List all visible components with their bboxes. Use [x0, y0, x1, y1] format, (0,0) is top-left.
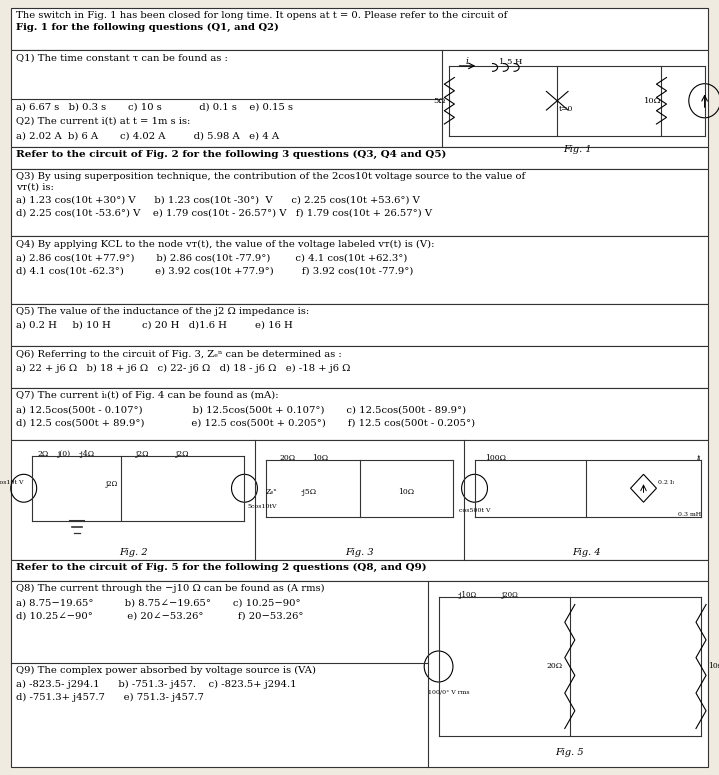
- Text: i: i: [466, 57, 469, 66]
- FancyBboxPatch shape: [11, 304, 708, 346]
- Text: 0.3 mH: 0.3 mH: [678, 512, 701, 516]
- Text: a) 2.02 A  b) 6 A       c) 4.02 A         d) 5.98 A   e) 4 A: a) 2.02 A b) 6 A c) 4.02 A d) 5.98 A e) …: [16, 132, 279, 141]
- Text: Refer to the circuit of Fig. 5 for the following 2 questions (Q8, and Q9): Refer to the circuit of Fig. 5 for the f…: [16, 563, 426, 572]
- Text: Fig. 2: Fig. 2: [119, 548, 147, 557]
- FancyBboxPatch shape: [11, 581, 708, 767]
- Text: 10Ω: 10Ω: [644, 97, 661, 105]
- Text: Q7) The current iₗ(t) of Fig. 4 can be found as (mA):: Q7) The current iₗ(t) of Fig. 4 can be f…: [16, 391, 278, 401]
- FancyBboxPatch shape: [11, 560, 708, 581]
- Text: 0.2 Iₗ: 0.2 Iₗ: [658, 480, 674, 485]
- Text: j(0): j(0): [58, 449, 71, 457]
- Text: cos500t V: cos500t V: [459, 508, 490, 512]
- Text: Fig. 5: Fig. 5: [556, 748, 584, 757]
- FancyBboxPatch shape: [11, 169, 708, 236]
- Text: a) -823.5- j294.1      b) -751.3- j457.    c) -823.5+ j294.1: a) -823.5- j294.1 b) -751.3- j457. c) -8…: [16, 680, 296, 689]
- Text: Q6) Referring to the circuit of Fig. 3, Zₑⁿ can be determined as :: Q6) Referring to the circuit of Fig. 3, …: [16, 350, 342, 359]
- Text: Fig. 1: Fig. 1: [563, 145, 591, 154]
- Text: Q4) By applying KCL to the node vᴛ(t), the value of the voltage labeled vᴛ(t) is: Q4) By applying KCL to the node vᴛ(t), t…: [16, 239, 434, 249]
- Text: a) 0.2 H     b) 10 H          c) 20 H   d)1.6 H         e) 16 H: a) 0.2 H b) 10 H c) 20 H d)1.6 H e) 16 H: [16, 321, 293, 330]
- Text: Zₑⁿ: Zₑⁿ: [266, 488, 278, 496]
- Text: Q9) The complex power absorbed by voltage source is (VA): Q9) The complex power absorbed by voltag…: [16, 666, 316, 675]
- Text: a) 2.86 cos(10t +77.9°)       b) 2.86 cos(10t -77.9°)        c) 4.1 cos(10t +62.: a) 2.86 cos(10t +77.9°) b) 2.86 cos(10t …: [16, 253, 407, 263]
- Text: Q8) The current through the −j10 Ω can be found as (A rms): Q8) The current through the −j10 Ω can b…: [16, 584, 324, 594]
- Text: 5Ω: 5Ω: [434, 97, 446, 105]
- Text: t=0: t=0: [559, 105, 573, 112]
- Text: 10Ω: 10Ω: [312, 454, 328, 462]
- Text: j2Ω: j2Ω: [136, 449, 150, 457]
- Text: 20Ω: 20Ω: [280, 454, 296, 462]
- Text: d) 12.5 cos(500t + 89.9°)               e) 12.5 cos(500t + 0.205°)       f) 12.5: d) 12.5 cos(500t + 89.9°) e) 12.5 cos(50…: [16, 418, 475, 428]
- Text: -j4Ω: -j4Ω: [78, 449, 94, 457]
- Text: vᴛ(t) is:: vᴛ(t) is:: [16, 183, 54, 192]
- Text: 10Ω: 10Ω: [708, 663, 719, 670]
- FancyBboxPatch shape: [11, 388, 708, 440]
- FancyBboxPatch shape: [11, 8, 708, 50]
- Text: d) 2.25 cos(10t -53.6°) V    e) 1.79 cos(10t - 26.57°) V   f) 1.79 cos(10t + 26.: d) 2.25 cos(10t -53.6°) V e) 1.79 cos(10…: [16, 208, 432, 218]
- Text: Fig. 3: Fig. 3: [345, 548, 374, 557]
- FancyBboxPatch shape: [11, 50, 708, 147]
- Text: Q1) The time constant τ can be found as :: Q1) The time constant τ can be found as …: [16, 53, 228, 63]
- Text: d) 10.25∠−90°           e) 20∠−53.26°           f) 20−53.26°: d) 10.25∠−90° e) 20∠−53.26° f) 20−53.26°: [16, 611, 303, 621]
- Text: Q3) By using superposition technique, the contribution of the 2cos10t voltage so: Q3) By using superposition technique, th…: [16, 172, 525, 181]
- Text: a) 12.5cos(500t - 0.107°)                b) 12.5cos(500t + 0.107°)       c) 12.5: a) 12.5cos(500t - 0.107°) b) 12.5cos(500…: [16, 405, 466, 415]
- Text: j2Ω: j2Ω: [176, 449, 190, 457]
- Text: The switch in Fig. 1 has been closed for long time. It opens at t = 0. Please re: The switch in Fig. 1 has been closed for…: [16, 11, 507, 20]
- Text: 100/0° V rms: 100/0° V rms: [428, 690, 470, 694]
- Text: j20Ω: j20Ω: [502, 591, 519, 599]
- Text: d) 4.1 cos(10t -62.3°)          e) 3.92 cos(10t +77.9°)         f) 3.92 cos(10t : d) 4.1 cos(10t -62.3°) e) 3.92 cos(10t +…: [16, 267, 413, 276]
- Text: 2cos10t V: 2cos10t V: [0, 480, 24, 485]
- Text: a) 1.23 cos(10t +30°) V      b) 1.23 cos(10t -30°)  V      c) 2.25 cos(10t +53.6: a) 1.23 cos(10t +30°) V b) 1.23 cos(10t …: [16, 195, 420, 205]
- FancyBboxPatch shape: [11, 346, 708, 388]
- Text: Q5) The value of the inductance of the j2 Ω impedance is:: Q5) The value of the inductance of the j…: [16, 307, 309, 316]
- Text: a) 6.67 s   b) 0.3 s       c) 10 s            d) 0.1 s    e) 0.15 s: a) 6.67 s b) 0.3 s c) 10 s d) 0.1 s e) 0…: [16, 102, 293, 112]
- Text: iₗ: iₗ: [697, 454, 701, 462]
- Text: 1.5 H: 1.5 H: [499, 58, 522, 66]
- Text: -j5Ω: -j5Ω: [301, 488, 317, 496]
- FancyBboxPatch shape: [11, 147, 708, 169]
- Text: Fig. 1 for the following questions (Q1, and Q2): Fig. 1 for the following questions (Q1, …: [16, 23, 279, 33]
- Text: Fig. 4: Fig. 4: [572, 548, 600, 557]
- Text: 100Ω: 100Ω: [485, 454, 507, 462]
- FancyBboxPatch shape: [11, 440, 708, 560]
- Text: a) 22 + j6 Ω   b) 18 + j6 Ω   c) 22- j6 Ω   d) 18 - j6 Ω   e) -18 + j6 Ω: a) 22 + j6 Ω b) 18 + j6 Ω c) 22- j6 Ω d)…: [16, 363, 350, 373]
- Text: Q2) The current i(t) at t = 1m s is:: Q2) The current i(t) at t = 1m s is:: [16, 116, 191, 126]
- Text: -j10Ω: -j10Ω: [458, 591, 477, 599]
- Text: d) -751.3+ j457.7      e) 751.3- j457.7: d) -751.3+ j457.7 e) 751.3- j457.7: [16, 693, 203, 702]
- Text: 2Ω: 2Ω: [37, 449, 49, 457]
- Text: 20Ω: 20Ω: [546, 663, 562, 670]
- FancyBboxPatch shape: [11, 236, 708, 304]
- Text: Refer to the circuit of Fig. 2 for the following 3 questions (Q3, Q4 and Q5): Refer to the circuit of Fig. 2 for the f…: [16, 150, 446, 160]
- Text: j2Ω: j2Ω: [105, 480, 117, 488]
- Text: 10Ω: 10Ω: [398, 488, 414, 496]
- Text: 5cos10tV: 5cos10tV: [247, 504, 278, 508]
- Text: a) 8.75−19.65°          b) 8.75∠−19.65°       c) 10.25−90°: a) 8.75−19.65° b) 8.75∠−19.65° c) 10.25−…: [16, 598, 301, 608]
